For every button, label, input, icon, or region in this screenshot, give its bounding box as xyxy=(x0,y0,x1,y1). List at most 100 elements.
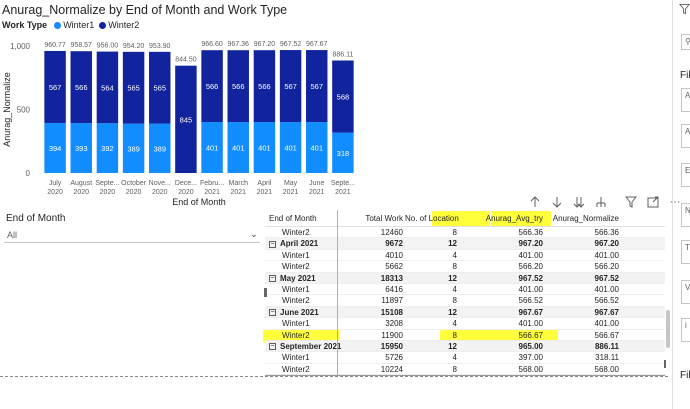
bar-winter2[interactable] xyxy=(122,51,145,124)
matrix-child-row[interactable]: Winter2 11897 8 566.52 566.52 xyxy=(265,295,665,307)
header-total-work[interactable]: Total Work xyxy=(365,214,403,223)
matrix-child-row[interactable]: Winter1 3208 4 401.00 401.00 xyxy=(265,318,665,330)
bar-winter1[interactable] xyxy=(253,122,276,173)
resize-handle-right[interactable] xyxy=(664,360,666,368)
matrix-group-row[interactable]: − May 2021 18313 12 967.52 967.52 xyxy=(265,272,665,284)
cell-total-work: 5726 xyxy=(385,353,403,363)
expand-double-arrow-icon[interactable] xyxy=(572,195,586,209)
bar-winter1[interactable] xyxy=(279,122,302,173)
cell-anurag-avg-try: 566.20 xyxy=(518,262,543,272)
filter-card-7[interactable]: i xyxy=(681,318,690,342)
focus-mode-icon[interactable] xyxy=(646,195,660,209)
bar-winter1[interactable] xyxy=(96,123,119,173)
bar-data-label: 392 xyxy=(101,144,114,153)
bar-winter2[interactable] xyxy=(332,60,354,133)
header-no-of-location[interactable]: No. of Location xyxy=(405,214,459,223)
bar-winter2[interactable] xyxy=(70,51,92,124)
cell-total-work: 4010 xyxy=(385,250,403,260)
cell-anurag-normalize: 568.00 xyxy=(594,364,619,374)
row-label[interactable]: − April 2021 xyxy=(269,238,318,249)
bar-winter1[interactable] xyxy=(306,122,328,173)
bar-winter2[interactable] xyxy=(253,50,276,123)
x-tick-label-year: 2020 xyxy=(47,189,63,196)
bar-winter2[interactable] xyxy=(44,50,66,123)
matrix-scrollbar-track[interactable] xyxy=(666,224,670,372)
row-label[interactable]: − September 2021 xyxy=(269,341,341,352)
bar-winter2[interactable] xyxy=(175,65,197,173)
bar-winter1[interactable] xyxy=(44,122,66,173)
bar-winter2[interactable] xyxy=(96,51,119,124)
matrix-total-row[interactable]: Total1767141211,147.8011,350.41 xyxy=(265,375,665,376)
filter-pane-icon[interactable] xyxy=(678,2,690,20)
collapse-icon[interactable]: − xyxy=(269,240,276,248)
bar-winter1[interactable] xyxy=(149,123,171,173)
filter-icon[interactable] xyxy=(624,195,638,209)
matrix-child-row[interactable]: Winter2 11900 8 566.67 566.67 xyxy=(265,330,665,341)
row-label-text: Winter2 xyxy=(282,364,310,374)
bar-winter2[interactable] xyxy=(279,50,302,123)
cell-anurag-normalize: 967.52 xyxy=(594,273,619,283)
cell-anurag-normalize: 967.20 xyxy=(594,239,619,249)
resize-handle-left[interactable] xyxy=(264,288,267,297)
bar-winter1[interactable] xyxy=(70,123,92,173)
matrix-child-row[interactable]: Winter1 4010 4 401.00 401.00 xyxy=(265,250,665,262)
matrix-child-row[interactable]: Winter2 12460 8 566.36 566.36 xyxy=(265,227,665,239)
matrix-child-row[interactable]: Winter1 6416 4 401.00 401.00 xyxy=(265,284,665,296)
expand-hierarchy-icon[interactable] xyxy=(594,195,608,209)
row-label: Winter2 xyxy=(269,227,310,238)
bar-winter1[interactable] xyxy=(332,132,354,173)
more-options-icon[interactable]: ··· xyxy=(669,196,681,208)
pane-divider xyxy=(672,0,673,409)
column-separator xyxy=(337,210,338,375)
filter-card-3[interactable]: E xyxy=(681,163,690,187)
y-tick-label: 0 xyxy=(26,169,31,178)
matrix-group-row[interactable]: − June 2021 15108 12 967.67 967.67 xyxy=(265,306,665,319)
matrix-group-row[interactable]: − April 2021 9672 12 967.20 967.20 xyxy=(265,238,665,250)
row-label[interactable]: − May 2021 xyxy=(269,273,316,284)
filter-pane-search-box[interactable]: ⚲ xyxy=(681,34,690,50)
row-label[interactable]: − June 2021 xyxy=(269,307,319,318)
sort-up-arrow-icon[interactable] xyxy=(528,195,542,209)
bar-total-label: 954.20 xyxy=(123,43,145,50)
bar-total-label: 967.36 xyxy=(228,41,250,48)
bar-winter2[interactable] xyxy=(201,50,223,123)
x-tick-label-year: 2020 xyxy=(73,189,89,196)
legend-item-winter1[interactable]: Winter1 xyxy=(63,20,95,30)
matrix-table[interactable]: End of Month Total Work No. of Location … xyxy=(265,210,665,376)
matrix-child-row[interactable]: Winter2 5662 8 566.20 566.20 xyxy=(265,261,665,273)
matrix-child-row[interactable]: Winter1 5726 4 397.00 318.11 xyxy=(265,352,665,364)
matrix-child-row[interactable]: Winter2 10224 8 568.00 568.00 xyxy=(265,364,665,376)
cell-anurag-avg-try: 967.67 xyxy=(518,307,543,317)
header-anurag-avg-try[interactable]: Anurag_Avg_try xyxy=(485,214,543,223)
matrix-scrollbar-thumb[interactable] xyxy=(666,310,670,348)
collapse-icon[interactable]: − xyxy=(269,274,276,282)
stacked-column-chart[interactable]: Anurag_Normalize 0 500 1,000 394 567 960.77 Jul… xyxy=(0,36,380,210)
header-anurag-normalize[interactable]: Anurag_Normalize xyxy=(552,214,619,223)
cell-total-work: 11897 xyxy=(381,296,403,306)
x-tick-label: June xyxy=(309,180,324,187)
bar-winter2[interactable] xyxy=(149,51,171,124)
bar-winter1[interactable] xyxy=(227,122,249,173)
filter-card-4[interactable]: N xyxy=(681,203,690,227)
matrix-group-row[interactable]: − September 2021 15950 12 965.00 886.11 xyxy=(265,340,665,353)
row-label-text: Winter1 xyxy=(282,353,310,363)
cell-anurag-avg-try: 967.52 xyxy=(518,273,543,283)
bar-winter2[interactable] xyxy=(306,50,328,123)
bar-winter1[interactable] xyxy=(201,122,223,173)
header-end-of-month[interactable]: End of Month xyxy=(269,214,317,223)
filter-card-2[interactable]: A xyxy=(681,124,690,148)
collapse-icon[interactable]: − xyxy=(269,309,276,317)
drill-down-arrow-icon[interactable] xyxy=(550,195,564,209)
visual-selection-border xyxy=(0,376,668,377)
slicer-dropdown[interactable]: All ⌄ xyxy=(4,227,260,243)
bar-winter2[interactable] xyxy=(227,50,249,123)
filter-card-6[interactable]: V xyxy=(681,280,690,304)
legend-title: Work Type xyxy=(2,20,48,30)
collapse-icon[interactable]: − xyxy=(269,343,276,351)
filter-card-5[interactable]: T xyxy=(681,240,690,264)
row-label-text: May 2021 xyxy=(280,273,316,283)
chevron-down-icon[interactable]: ⌄ xyxy=(249,229,258,240)
filter-card-1[interactable]: A xyxy=(681,88,690,112)
legend-item-winter2[interactable]: Winter2 xyxy=(108,20,140,30)
bar-winter1[interactable] xyxy=(122,123,145,173)
